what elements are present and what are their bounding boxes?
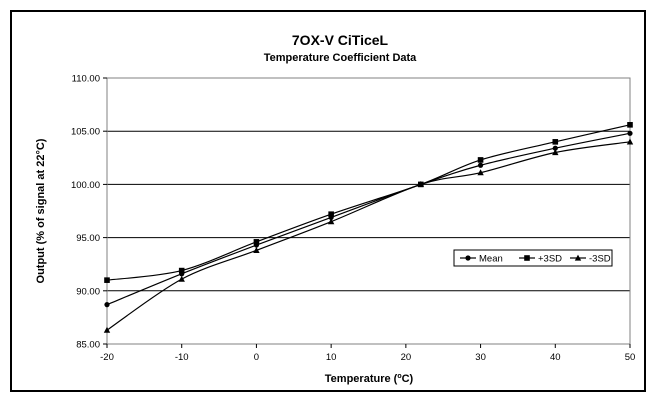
data-point-minus3sd: [103, 326, 111, 333]
x-tick-label: 50: [625, 352, 636, 363]
x-tick-label: 0: [254, 352, 259, 363]
data-point-plus3sd: [104, 277, 110, 283]
legend-label-minus3sd: -3SD: [589, 254, 611, 265]
x-tick-label: 30: [475, 352, 486, 363]
x-tick-label: 40: [550, 352, 561, 363]
data-point-mean: [104, 302, 110, 308]
x-tick-label: -10: [175, 352, 189, 363]
x-axis-label: Temperature (oC): [325, 373, 414, 385]
data-point-plus3sd: [328, 211, 334, 217]
legend-label-plus3sd: +3SD: [538, 254, 562, 265]
data-point-minus3sd: [417, 181, 424, 187]
x-axis-label-unit: C): [402, 373, 414, 385]
data-point-minus3sd: [327, 218, 335, 225]
legend-marker-mean: [465, 255, 471, 261]
series-layer: [103, 122, 634, 333]
y-tick-label: 85.00: [76, 340, 100, 351]
y-tick-label: 95.00: [76, 233, 100, 244]
data-point-mean: [477, 162, 484, 168]
x-axis-label-degree: o: [397, 373, 401, 380]
y-tick-label: 90.00: [76, 286, 100, 297]
chart-svg: 7OX-V CiTiceL Temperature Coefficient Da…: [35, 32, 635, 385]
x-tick-label: 10: [326, 352, 337, 363]
data-point-minus3sd: [477, 169, 484, 176]
legend-marker-minus3sd: [574, 254, 582, 261]
data-point-plus3sd: [477, 157, 484, 163]
x-tick-label: 20: [401, 352, 412, 363]
legend-label-mean: Mean: [479, 254, 503, 265]
series-line-minus3sd: [106, 141, 631, 331]
y-tick-label: 100.00: [71, 180, 100, 191]
grid-layer: [107, 77, 630, 345]
data-point-plus3sd: [253, 239, 260, 245]
data-point-plus3sd: [552, 139, 559, 145]
y-tick-label: 110.00: [72, 74, 100, 85]
data-point-minus3sd: [178, 275, 185, 282]
chart-frame: 7OX-V CiTiceL Temperature Coefficient Da…: [10, 10, 646, 392]
data-point-minus3sd: [552, 149, 559, 156]
data-point-minus3sd: [626, 138, 634, 145]
x-axis-label-main: Temperature (: [325, 373, 398, 385]
plot-area: [106, 77, 631, 345]
x-tick-label: -20: [100, 352, 114, 363]
chart-subtitle: Temperature Coefficient Data: [264, 52, 417, 64]
y-tick-label: 105.00: [71, 127, 100, 138]
y-axis-label: Output (% of signal at 22°C): [35, 138, 47, 283]
tick-layer: 85.00 90.00 95.00 100.00 105.00 110.00 -20 -10 0…: [71, 74, 635, 364]
data-point-plus3sd: [178, 267, 185, 274]
series-line-mean: [106, 132, 631, 306]
chart-title: 7OX-V CiTiceL: [292, 32, 389, 48]
data-point-mean: [627, 130, 633, 136]
legend-marker-plus3sd: [524, 255, 530, 261]
data-point-mean: [552, 145, 558, 151]
series-line-plus3sd: [106, 124, 631, 281]
legend: Mean +3SD -3SD: [453, 249, 613, 267]
data-point-plus3sd: [627, 122, 633, 128]
data-point-minus3sd: [253, 246, 260, 253]
